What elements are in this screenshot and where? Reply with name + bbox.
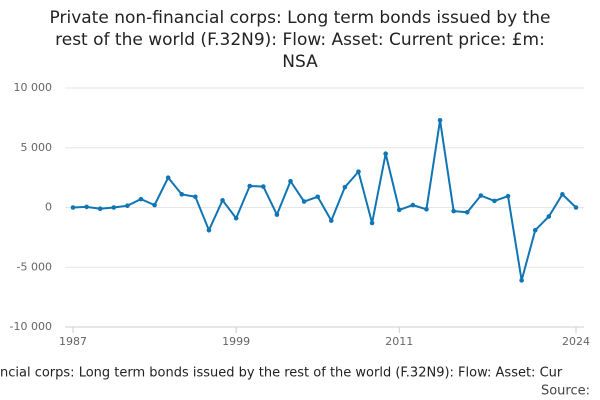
data-point [247,183,253,189]
data-point [138,196,144,202]
data-point [464,209,470,215]
data-point [84,204,89,210]
y-tick-label: 10 000 [14,81,53,94]
data-point [356,169,361,174]
data-point [383,151,388,157]
data-point [220,198,225,203]
x-axis-label: ncial corps: Long term bonds issued by t… [0,366,563,381]
data-point [315,194,321,200]
chart-title: Private non-financial corps: Long term b… [50,8,551,28]
data-point [274,212,280,217]
data-point [505,193,511,199]
data-point [369,220,375,226]
data-point [410,202,416,208]
data-point [424,206,429,212]
chart-title: NSA [282,52,318,72]
y-tick-label: 5 000 [21,141,53,154]
data-point [396,207,402,213]
data-point [288,178,293,184]
data-point [97,206,103,211]
data-point [492,198,497,204]
data-point [546,214,552,219]
data-point [560,192,565,197]
data-point [206,227,212,233]
data-point [519,278,524,283]
series-line [72,120,577,281]
data-point [261,184,266,189]
data-point [437,117,443,123]
y-tick-label: -10 000 [10,320,52,333]
data-point [152,202,157,208]
data-point [193,194,198,200]
data-point [233,215,239,221]
source: Source: [541,384,590,399]
y-tick-label: 0 [45,201,52,214]
data-point [342,184,348,190]
data-point [301,199,307,204]
data-point [451,208,456,214]
data-point [165,175,171,180]
data-point [573,205,579,210]
data-point [70,205,76,210]
x-tick-label: 2024 [562,335,590,348]
data-point [478,193,484,198]
chart-title: rest of the world (F.32N9): Flow: Asset:… [55,30,545,50]
data-point [328,218,334,223]
data-point [179,192,185,197]
data-point [125,203,130,209]
data-point [111,205,117,210]
y-tick-label: -5 000 [17,260,52,273]
x-tick-label: 2011 [385,335,413,348]
data-point [532,227,538,233]
x-tick-label: 1987 [59,335,87,348]
x-tick-label: 1999 [222,335,250,348]
